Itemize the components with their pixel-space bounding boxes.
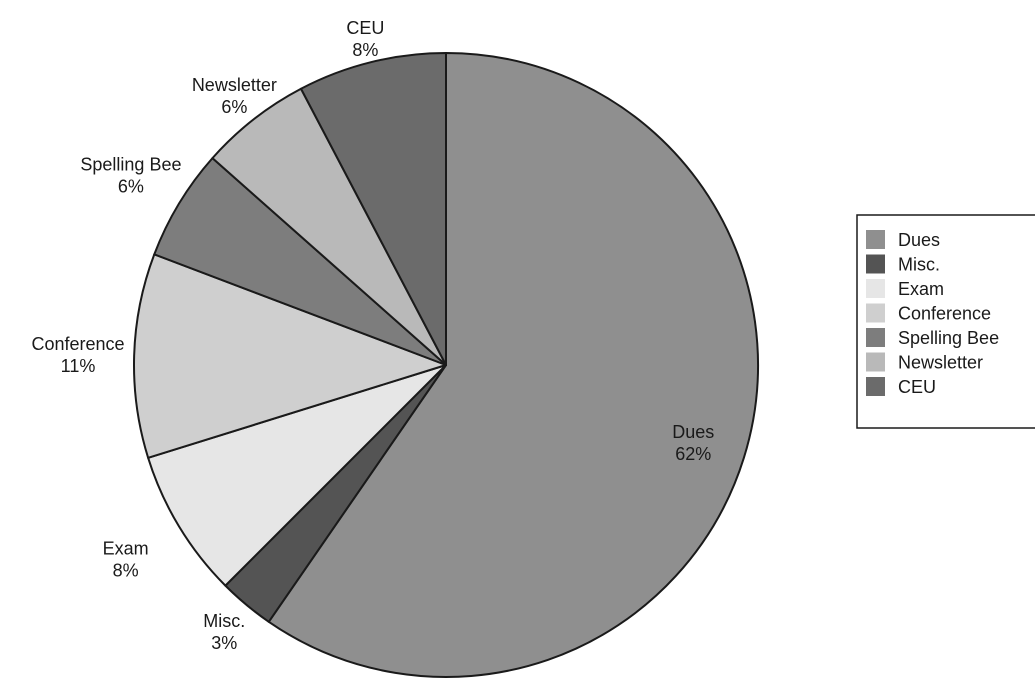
pie-slices <box>133 52 759 678</box>
slice-label-name: Newsletter <box>192 75 277 95</box>
pie-slice-conference <box>133 253 447 459</box>
slice-labels: Dues 62%Misc. 3%Exam 8%Conference 11%Spellin… <box>31 18 714 653</box>
legend-swatch-misc <box>866 254 885 274</box>
slice-label-percent: 6% <box>221 97 247 117</box>
slice-label-name: CEU <box>346 18 384 38</box>
legend-label-dues: Dues <box>898 230 940 250</box>
slice-label-percent: 11% <box>61 356 96 376</box>
legend-label-spelling-bee: Spelling Bee <box>898 328 999 348</box>
legend-label-conference: Conference <box>898 304 991 324</box>
legend-label-newsletter: Newsletter <box>898 353 983 373</box>
slice-label-conference: Conference 11% <box>31 334 124 376</box>
legend-label-exam: Exam <box>898 279 944 299</box>
legend-swatch-newsletter <box>866 352 885 372</box>
slice-label-name: Conference <box>31 334 124 354</box>
slice-label-percent: 62% <box>675 444 711 464</box>
slice-label-percent: 8% <box>352 40 378 60</box>
slice-label-percent: 3% <box>211 633 237 653</box>
legend-label-misc: Misc. <box>898 255 940 275</box>
legend-swatch-dues <box>866 230 885 249</box>
legend-label-ceu: CEU <box>898 377 936 397</box>
slice-label-name: Misc. <box>203 611 245 631</box>
slice-label-exam: Exam 8% <box>103 539 149 581</box>
pie-slice-dues <box>267 52 759 678</box>
legend: Dues Misc. Exam Conference Spelling Bee Newsl… <box>856 214 1035 429</box>
legend-swatch-exam <box>866 279 885 298</box>
slice-label-name: Exam <box>103 539 149 559</box>
legend-box <box>856 214 1035 429</box>
slice-label-newsletter: Newsletter 6% <box>192 75 277 117</box>
slice-label-misc: Misc. 3% <box>203 611 245 653</box>
pie-slice-ceu <box>300 52 447 366</box>
legend-swatch-ceu <box>866 377 885 396</box>
slice-label-name: Spelling Bee <box>80 155 181 175</box>
pie-slice-exam <box>147 364 447 587</box>
slice-label-percent: 8% <box>113 561 139 581</box>
slice-label-spelling-bee: Spelling Bee 6% <box>80 155 181 197</box>
legend-items: Dues Misc. Exam Conference Spelling Bee Newsl… <box>866 230 999 397</box>
slice-label-percent: 6% <box>118 177 144 197</box>
legend-swatch-spelling-bee <box>866 328 885 347</box>
legend-swatch-conference <box>866 303 885 323</box>
slice-label-dues: Dues 62% <box>672 422 714 464</box>
slice-label-ceu: CEU 8% <box>346 18 384 60</box>
slice-label-name: Dues <box>672 422 714 442</box>
